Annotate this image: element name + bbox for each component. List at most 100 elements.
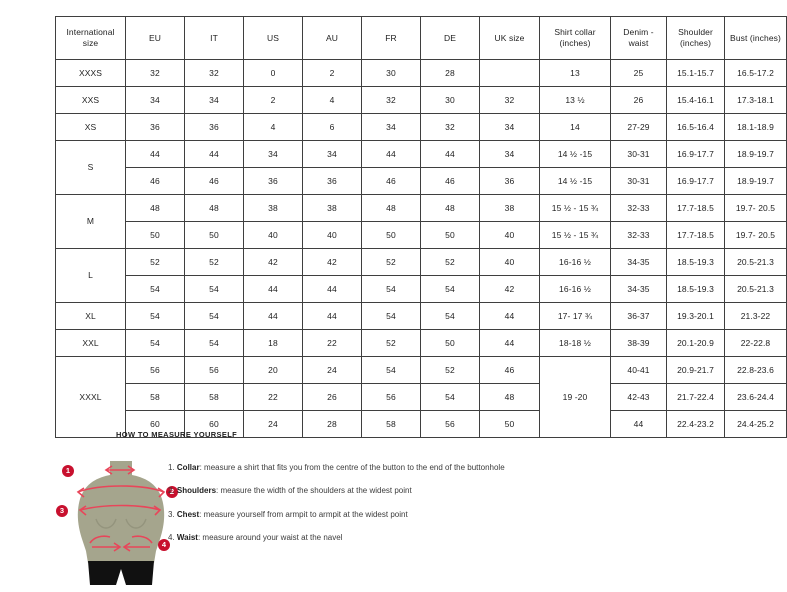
cell-bust: 19.7- 20.5 — [724, 221, 787, 249]
cell-bust: 22.8-23.6 — [724, 356, 787, 384]
cell-international-size: L — [55, 248, 126, 303]
size-chart-container: International size EU IT US AU FR DE UK … — [55, 16, 787, 438]
cell-us: 22 — [243, 383, 303, 411]
cell-denim: 27-29 — [610, 113, 667, 141]
cell-it: 34 — [184, 86, 244, 114]
cell-bust: 18.9-19.7 — [724, 140, 787, 168]
cell-eu: 34 — [125, 86, 185, 114]
cell-eu: 54 — [125, 329, 185, 357]
marker-badge-2: 2 — [166, 486, 178, 498]
cell-shirt-collar: 15 ½ - 15 ¾ — [539, 194, 611, 222]
cell-eu: 46 — [125, 167, 185, 195]
cell-uk: 38 — [479, 194, 540, 222]
cell-shirt-collar: 14 ½ -15 — [539, 140, 611, 168]
column-header-us: US — [243, 16, 303, 60]
table-row: XXXS 32 32 0 2 30 28 13 25 15.1-15.7 16.5-17.2 — [55, 59, 787, 87]
cell-bust: 24.4-25.2 — [724, 410, 787, 438]
instruction-text: : measure yourself from armpit to armpit… — [199, 509, 408, 519]
cell-de: 32 — [420, 113, 480, 141]
instruction-text: : measure a shirt that fits you from the… — [199, 463, 505, 472]
cell-shirt-collar: 13 — [539, 59, 611, 87]
cell-us: 2 — [243, 86, 303, 114]
cell-bust: 17.3-18.1 — [724, 86, 787, 114]
table-header: International size EU IT US AU FR DE UK … — [55, 16, 787, 60]
cell-fr: 48 — [361, 194, 421, 222]
cell-de: 56 — [420, 410, 480, 438]
cell-shoulder: 16.9-17.7 — [666, 140, 725, 168]
cell-denim: 36-37 — [610, 302, 667, 330]
table-row: L 52 52 42 42 52 52 40 16-16 ½ 34-35 18.5-19.3 20.5… — [55, 248, 787, 303]
column-header-de: DE — [420, 16, 480, 60]
cell-eu: 50 — [125, 221, 185, 249]
cell-denim: 32-33 — [610, 221, 667, 249]
column-header-international-size: International size — [55, 16, 126, 60]
chest-contour-right — [125, 518, 147, 529]
cell-it: 36 — [184, 113, 244, 141]
cell-bust: 23.6-24.4 — [724, 383, 787, 411]
mannequin-figure: 1 2 3 4 — [56, 459, 182, 587]
cell-bust: 22-22.8 — [724, 329, 787, 357]
cell-de: 52 — [420, 248, 480, 276]
header-line-1: Shoulder — [678, 27, 713, 38]
table-row: 50 50 40 40 50 50 40 15 ½ - 15 ¾ 32-33 17.7-18.5 1… — [56, 221, 787, 249]
marker-badge-1: 1 — [62, 465, 74, 477]
cell-au: 42 — [302, 248, 362, 276]
cell-au: 22 — [302, 329, 362, 357]
cell-eu: 56 — [125, 356, 185, 384]
cell-eu: 32 — [125, 59, 185, 87]
cell-uk: 32 — [479, 86, 540, 114]
cell-international-size: XXXS — [55, 59, 126, 87]
shorts-shape — [88, 561, 154, 585]
cell-fr: 50 — [361, 221, 421, 249]
cell-it: 50 — [184, 221, 244, 249]
column-header-uk-size: UK size — [479, 16, 540, 60]
cell-denim: 32-33 — [610, 194, 667, 222]
cell-fr: 46 — [361, 167, 421, 195]
cell-uk: 42 — [479, 275, 540, 303]
header-line-1: International — [66, 27, 115, 38]
table-row: XXXL 56 56 20 24 54 52 46 19 -20 40-41 20.9-21.7 22… — [55, 356, 787, 438]
cell-au: 28 — [302, 410, 362, 438]
table-row: XXS 34 34 2 4 32 30 32 13 ½ 26 15.4-16.1 17.3-18.1 — [55, 86, 787, 114]
cell-us: 34 — [243, 140, 303, 168]
cell-shoulder: 20.1-20.9 — [666, 329, 725, 357]
cell-fr: 54 — [361, 275, 421, 303]
cell-shirt-collar: 16-16 ½ — [539, 275, 611, 303]
column-header-fr: FR — [361, 16, 421, 60]
cell-it: 54 — [184, 329, 244, 357]
table-row: 46 46 36 36 46 46 36 14 ½ -15 30-31 16.9-17.7 18.9… — [56, 167, 787, 195]
marker-badge-4: 4 — [158, 539, 170, 551]
cell-au: 24 — [302, 356, 362, 384]
cell-it: 46 — [184, 167, 244, 195]
cell-shoulder: 16.5-16.4 — [666, 113, 725, 141]
shoulders-measure-arrow — [76, 485, 166, 498]
cell-uk: 40 — [479, 248, 540, 276]
instruction-number: 3. — [168, 509, 175, 519]
instruction-text: : measure around your waist at the navel — [197, 532, 343, 542]
cell-it: 54 — [184, 275, 244, 303]
cell-international-size: XL — [55, 302, 126, 330]
cell-denim: 40-41 — [610, 356, 667, 384]
instruction-term: Shoulders — [176, 486, 217, 496]
table-row: 58 58 22 26 56 54 48 42-43 21.7-22.4 23.6-24.4 — [56, 383, 787, 411]
cell-de: 30 — [420, 86, 480, 114]
cell-de: 28 — [420, 59, 480, 87]
table-row: XXL 54 54 18 22 52 50 44 18-18 ½ 38-39 20.1-20.9 22… — [55, 329, 787, 357]
collar-measure-arrow — [104, 465, 136, 475]
cell-uk: 48 — [479, 383, 540, 411]
cell-it: 56 — [184, 356, 244, 384]
cell-it: 54 — [184, 302, 244, 330]
cell-shirt-collar: 17- 17 ¾ — [539, 302, 611, 330]
header-line-1: Denim - — [623, 27, 654, 38]
cell-au: 40 — [302, 221, 362, 249]
cell-de: 50 — [420, 329, 480, 357]
header-line-2: (inches) — [679, 38, 712, 48]
cell-au: 4 — [302, 86, 362, 114]
cell-au: 38 — [302, 194, 362, 222]
cell-fr: 32 — [361, 86, 421, 114]
cell-bust: 18.9-19.7 — [724, 167, 787, 195]
cell-international-size: M — [55, 194, 126, 249]
cell-eu: 58 — [125, 383, 185, 411]
cell-uk: 40 — [479, 221, 540, 249]
instruction-text: : measure the width of the shoulders at … — [216, 486, 412, 496]
